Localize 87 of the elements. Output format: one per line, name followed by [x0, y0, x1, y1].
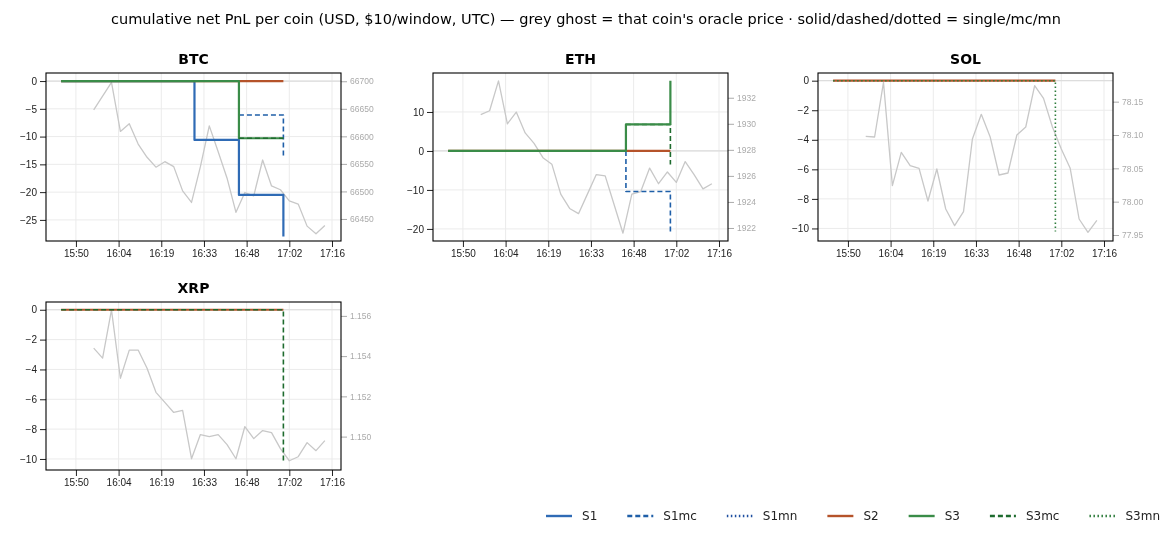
- text: S3mn: [1125, 509, 1160, 523]
- y-tick-label: −10: [20, 131, 38, 143]
- y2-tick-label: 66550: [350, 159, 374, 170]
- x-tick-label: 17:02: [277, 248, 303, 260]
- y2-tick-label: 1922: [737, 223, 757, 234]
- y2-tick-label: 1.156: [350, 311, 372, 322]
- x-tick-label: 16:48: [1006, 248, 1033, 260]
- y-tick-label: −5: [25, 103, 38, 115]
- y2-tick-label: 66700: [350, 76, 374, 87]
- x-tick-label: 16:19: [149, 477, 175, 489]
- x-tick-label: 16:33: [191, 248, 218, 260]
- x-tick-label: 17:16: [319, 477, 346, 489]
- x-tick-label: 16:04: [878, 248, 905, 260]
- y-tick-label: −15: [20, 159, 38, 171]
- legend-label: S2: [863, 509, 879, 523]
- line-series: [865, 81, 1098, 233]
- x-tick-label: 15:50: [63, 248, 90, 260]
- y2-tick-label: 1.152: [350, 391, 372, 402]
- x-tick-label: 16:04: [493, 248, 520, 260]
- y2-tick-label: 1.154: [350, 351, 372, 362]
- x-tick-label: 17:16: [706, 248, 733, 260]
- text: cumulative net PnL per coin (USD, $10/window, UTC) — grey ghost = that coin's oracle price · solid/dashed/dotted = single/mc/mn: [111, 11, 1061, 27]
- y-tick-label: −6: [25, 393, 38, 405]
- y-tick-label: −8: [25, 423, 38, 435]
- y-tick-label: 10: [412, 106, 425, 118]
- legend-label: S1mn: [762, 509, 798, 523]
- legend-label: S1: [582, 509, 598, 523]
- chart-title: ETH: [565, 51, 596, 67]
- x-tick-label: 16:33: [578, 248, 605, 260]
- x-tick-label: 16:33: [963, 248, 990, 260]
- x-tick-label: 16:33: [191, 477, 218, 489]
- x-tick-label: 16:04: [106, 477, 133, 489]
- y-tick-label: −20: [407, 223, 425, 235]
- x-tick-label: 15:50: [63, 477, 90, 489]
- y2-tick-label: 77.95: [1122, 230, 1144, 241]
- x-tick-label: 17:16: [1091, 248, 1118, 260]
- y2-tick-label: 66650: [350, 104, 374, 115]
- y2-tick-label: 1930: [737, 119, 757, 130]
- y-tick-label: 0: [803, 75, 810, 87]
- y-tick-label: 0: [418, 145, 425, 157]
- x-tick-label: 16:48: [234, 248, 261, 260]
- y-tick-label: −10: [792, 223, 810, 235]
- y-tick-label: −25: [20, 214, 38, 226]
- x-tick-label: 16:48: [621, 248, 648, 260]
- line-series: [93, 309, 326, 462]
- line-series: [93, 81, 326, 235]
- y-tick-label: −10: [407, 184, 425, 196]
- x-tick-label: 17:02: [1049, 248, 1075, 260]
- y-tick-label: −6: [797, 164, 810, 176]
- x-tick-label: 15:50: [835, 248, 862, 260]
- x-tick-label: 16:48: [234, 477, 261, 489]
- x-tick-label: 17:02: [277, 477, 303, 489]
- x-tick-label: 17:02: [664, 248, 690, 260]
- y2-tick-label: 1928: [737, 145, 757, 156]
- y2-tick-label: 78.05: [1122, 163, 1144, 174]
- line-series: [480, 80, 713, 234]
- y2-tick-label: 66450: [350, 214, 374, 225]
- x-tick-label: 16:19: [921, 248, 947, 260]
- y-tick-label: −10: [20, 453, 38, 465]
- legend-label: S1mc: [663, 509, 697, 523]
- x-tick-label: 16:04: [106, 248, 133, 260]
- y-tick-label: −2: [25, 334, 38, 346]
- y2-tick-label: 1.150: [350, 431, 372, 442]
- y2-tick-label: 1926: [737, 171, 757, 182]
- y-tick-label: −2: [797, 104, 810, 116]
- y-tick-label: 0: [31, 304, 38, 316]
- legend-label: S3mc: [1025, 509, 1060, 523]
- y-tick-label: −20: [20, 186, 38, 198]
- x-tick-label: 16:19: [149, 248, 175, 260]
- y2-tick-label: 66600: [350, 131, 374, 142]
- y2-tick-label: 1932: [737, 92, 757, 103]
- x-tick-label: 15:50: [450, 248, 477, 260]
- y-tick-label: −4: [797, 134, 810, 146]
- x-tick-label: 16:19: [536, 248, 562, 260]
- x-tick-label: 17:16: [319, 248, 346, 260]
- y2-tick-label: 78.15: [1122, 96, 1144, 107]
- chart-title: SOL: [950, 51, 982, 67]
- y-tick-label: −4: [25, 364, 38, 376]
- y2-tick-label: 66500: [350, 186, 374, 197]
- chart-title: XRP: [177, 280, 210, 296]
- y-tick-label: −8: [797, 193, 810, 205]
- y2-tick-label: 78.00: [1122, 196, 1144, 207]
- y2-tick-label: 78.10: [1122, 130, 1144, 141]
- y-tick-label: 0: [31, 75, 38, 87]
- y2-tick-label: 1924: [737, 197, 757, 208]
- legend-label: S3: [944, 509, 960, 523]
- chart-title: BTC: [178, 51, 209, 67]
